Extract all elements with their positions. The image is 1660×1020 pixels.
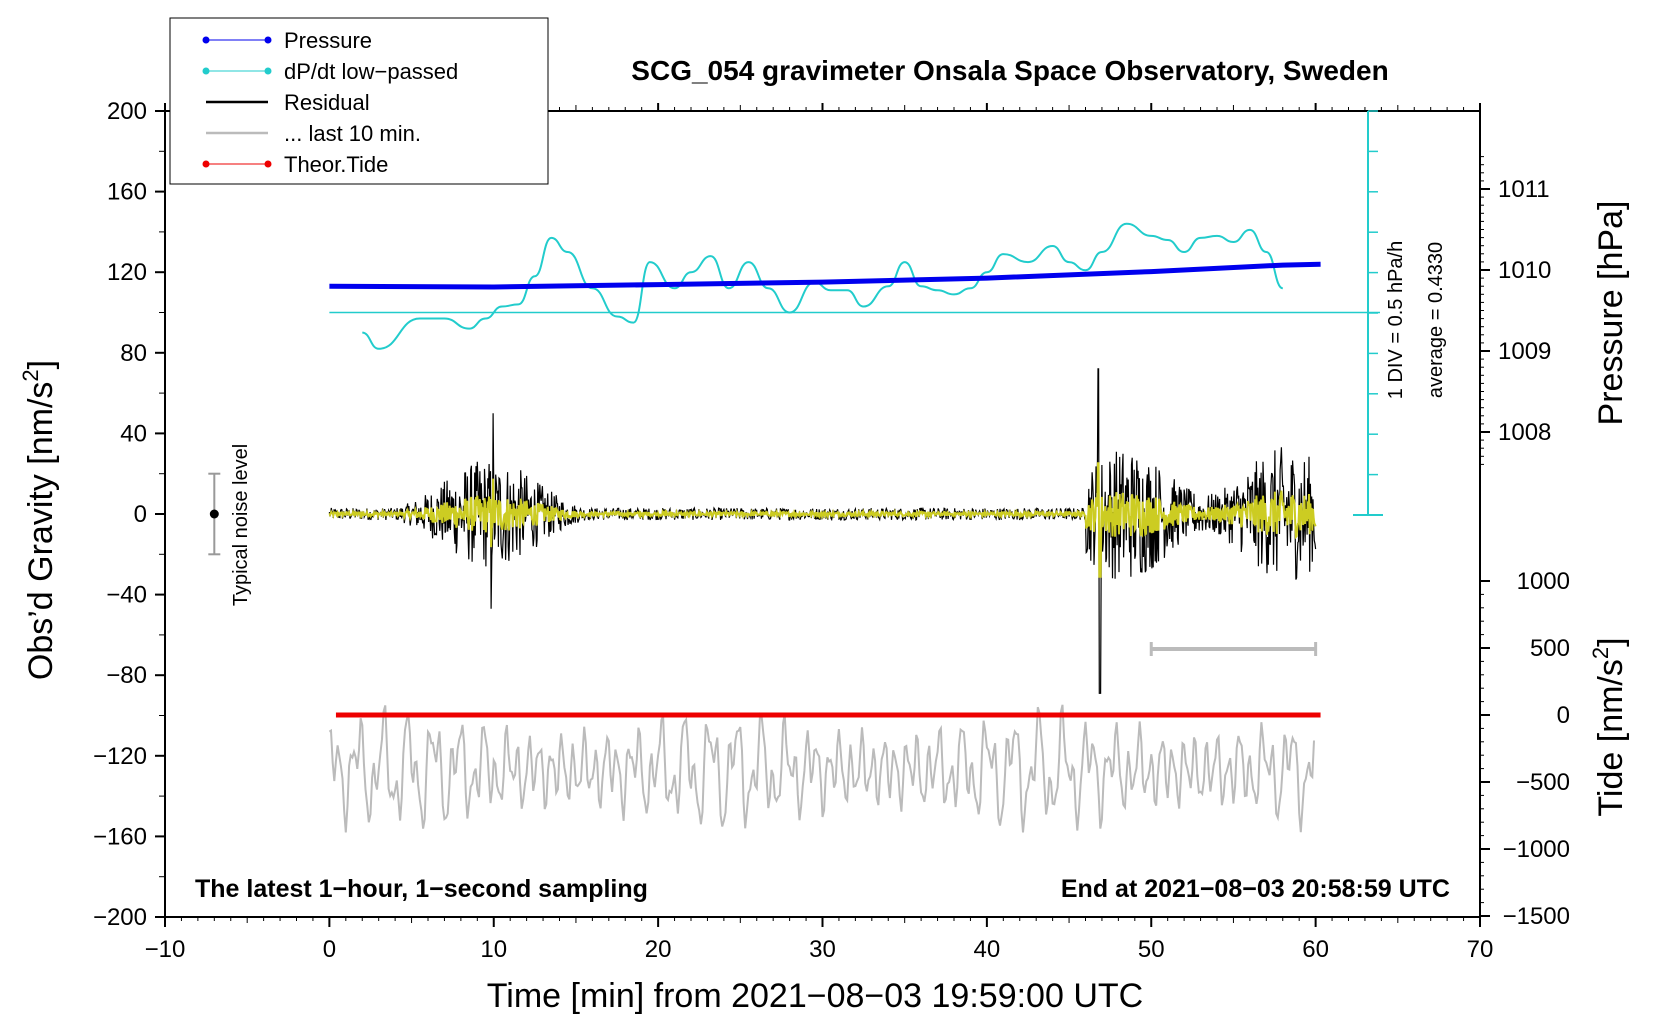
legend-marker xyxy=(264,67,272,75)
axes-group: −10 0 10 20 30 40 50 60 70 200 160 120 80 40 0 −40 −80 −1… xyxy=(93,98,1570,963)
y-tick-label: −120 xyxy=(93,743,147,770)
legend: Pressure dP/dt low−passed Residual ... last… xyxy=(169,17,549,185)
noise-label: Typical noise level xyxy=(230,444,252,606)
y-axis-title-tide: Tide [nm/s2] xyxy=(1588,637,1630,816)
x-tick-label: 20 xyxy=(645,936,672,963)
chart-title: SCG_054 gravimeter Onsala Space Observat… xyxy=(631,55,1388,86)
noise-bar-dot xyxy=(209,509,219,519)
pressure-tick-label: 1008 xyxy=(1498,419,1551,446)
y-tick-label: −200 xyxy=(93,904,147,931)
y-axis-title-left: Obs’d Gravity [nm/s2] xyxy=(18,360,60,680)
legend-label: Residual xyxy=(284,90,370,115)
x-tick-label: −10 xyxy=(145,936,186,963)
note-end-time: End at 2021−08−03 20:58:59 UTC xyxy=(1061,875,1450,903)
y-tick-label: 40 xyxy=(120,420,147,447)
x-tick-label: 30 xyxy=(809,936,836,963)
tide-tick-label: −1500 xyxy=(1503,903,1570,930)
x-tick-label: 40 xyxy=(974,936,1001,963)
legend-marker xyxy=(264,36,272,44)
legend-label: dP/dt low−passed xyxy=(284,59,458,84)
last10-series-line xyxy=(328,704,1315,833)
x-tick-label: 60 xyxy=(1302,936,1329,963)
pressure-tick-label: 1009 xyxy=(1498,338,1551,365)
legend-marker xyxy=(202,160,210,168)
div-label: 1 DIV = 0.5 hPa/h xyxy=(1385,241,1407,399)
y-tick-label: 160 xyxy=(107,179,147,206)
legend-marker xyxy=(202,36,210,44)
x-tick-label: 0 xyxy=(323,936,336,963)
series-group xyxy=(208,222,1380,833)
y-tick-label: 120 xyxy=(107,259,147,286)
tide-tick-label: 500 xyxy=(1530,635,1570,662)
x-tick-label: 50 xyxy=(1138,936,1165,963)
y-tick-label: 200 xyxy=(107,98,147,125)
x-tick-label: 10 xyxy=(480,936,507,963)
y-tick-label: −160 xyxy=(93,823,147,850)
y-axis-title-pressure: Pressure [hPa] xyxy=(1592,201,1630,426)
tide-tick-label: −1000 xyxy=(1503,836,1570,863)
dpdt-series-line xyxy=(362,222,1284,350)
residual-series-line xyxy=(328,368,1317,694)
tide-tick-label: 1000 xyxy=(1517,568,1570,595)
pressure-tick-label: 1011 xyxy=(1498,176,1550,203)
filtered-series-line xyxy=(328,462,1317,578)
y-tick-label: −40 xyxy=(106,582,147,609)
pressure-tick-label: 1010 xyxy=(1498,257,1551,284)
legend-label: ... last 10 min. xyxy=(284,121,421,146)
pressure-series-line xyxy=(329,261,1321,290)
legend-marker xyxy=(202,67,210,75)
y-tick-label: 0 xyxy=(134,501,147,528)
tide-tick-label: −500 xyxy=(1516,769,1570,796)
x-tick-label: 70 xyxy=(1467,936,1494,963)
y-tick-label: −80 xyxy=(106,662,147,689)
tide-tick-label: 0 xyxy=(1557,702,1570,729)
average-label: average = 0.4330 xyxy=(1425,242,1447,398)
legend-label: Pressure xyxy=(284,28,372,53)
legend-label: Theor.Tide xyxy=(284,152,388,177)
note-sampling: The latest 1−hour, 1−second sampling xyxy=(195,875,648,903)
x-axis-title: Time [min] from 2021−08−03 19:59:00 UTC xyxy=(487,977,1143,1015)
y-tick-label: 80 xyxy=(120,340,147,367)
legend-marker xyxy=(264,160,272,168)
legend-items: Pressure dP/dt low−passed Residual ... last… xyxy=(202,28,458,177)
